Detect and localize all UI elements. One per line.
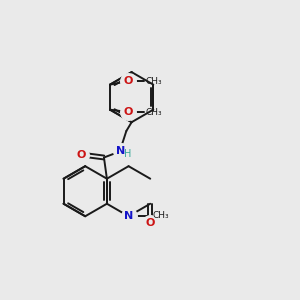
Text: H: H — [124, 149, 131, 159]
Text: O: O — [124, 107, 133, 117]
Text: O: O — [76, 150, 86, 160]
Text: O: O — [146, 218, 155, 228]
Text: CH₃: CH₃ — [152, 211, 169, 220]
Text: CH₃: CH₃ — [146, 76, 163, 85]
Text: N: N — [116, 146, 126, 156]
Text: N: N — [124, 211, 133, 221]
Text: O: O — [124, 76, 133, 86]
Text: CH₃: CH₃ — [146, 107, 163, 116]
